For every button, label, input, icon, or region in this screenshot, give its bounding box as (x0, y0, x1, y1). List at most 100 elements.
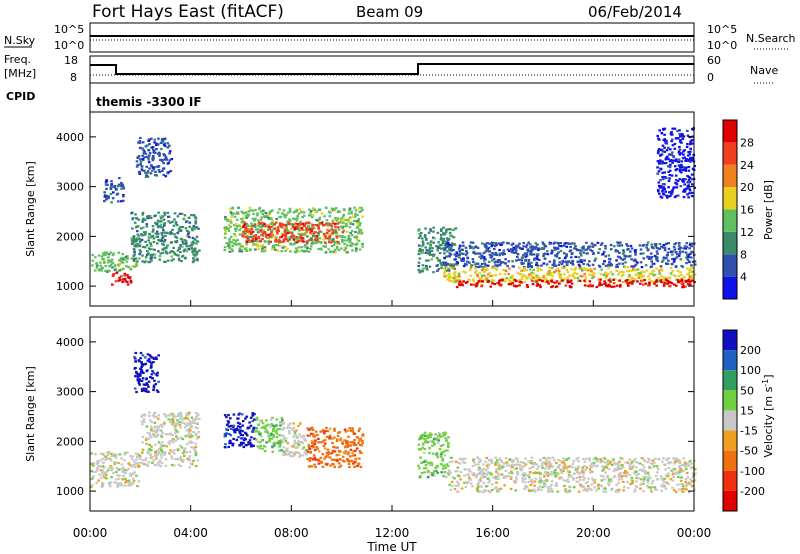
power-cell (685, 145, 689, 149)
power-cell (294, 241, 297, 244)
power-cell (458, 249, 462, 252)
power-cell (234, 222, 238, 225)
velocity-cell (317, 458, 320, 461)
velocity-cell (103, 466, 106, 469)
velocity-cell (263, 445, 266, 448)
velocity-cell (188, 459, 192, 462)
velocity-cell (638, 462, 642, 465)
velocity-cell (288, 430, 291, 433)
power-cell (104, 264, 108, 268)
power-cell (665, 149, 669, 152)
power-cell (617, 273, 620, 276)
power-cell (456, 261, 460, 264)
power-cell (182, 242, 185, 245)
power-cell (111, 266, 114, 269)
power-cell (183, 218, 186, 221)
power-cell (575, 272, 579, 276)
power-cell (309, 231, 312, 234)
power-cell (138, 237, 141, 241)
velocity-cell (197, 436, 200, 439)
velocity-cell (137, 465, 140, 468)
power-cell (681, 135, 685, 138)
velocity-cell (187, 459, 190, 462)
power-cell (254, 228, 258, 231)
velocity-cell (586, 480, 589, 484)
power-cell (281, 222, 284, 226)
velocity-cell (244, 417, 247, 420)
velocity-cell (563, 467, 566, 470)
velocity-cell (684, 478, 688, 481)
power-cell (168, 159, 171, 162)
power-cell (176, 232, 179, 235)
power-cell (147, 261, 150, 264)
power-cell (435, 256, 439, 259)
power-colorbar-label: Power [dB] (762, 180, 775, 240)
velocity-cell (336, 446, 339, 449)
power-cell (108, 269, 111, 273)
power-cell (474, 267, 477, 270)
velocity-cell (315, 458, 318, 461)
power-cell (153, 138, 156, 141)
velocity-cell (186, 457, 189, 460)
power-cell (616, 255, 620, 258)
velocity-cell (298, 455, 301, 458)
power-cell (195, 258, 198, 261)
power-cell (332, 250, 336, 254)
velocity-region-2 (133, 351, 160, 394)
power-cell (245, 240, 249, 243)
velocity-cell (495, 486, 498, 489)
power-cell (630, 265, 633, 268)
power-cell (662, 284, 666, 287)
power-cell (658, 272, 661, 275)
power-cell (158, 239, 161, 242)
velocity-cell (437, 432, 441, 435)
velocity-cell (312, 444, 315, 447)
velocity-cell (314, 430, 318, 433)
power-cell (640, 273, 643, 276)
velocity-cell (126, 451, 129, 454)
velocity-cell (141, 354, 145, 357)
velocity-cell (584, 481, 588, 485)
velocity-cell (441, 457, 445, 461)
power-cell (320, 222, 324, 225)
power-cell (111, 185, 114, 188)
velocity-cell (673, 462, 677, 465)
power-cell (541, 241, 545, 244)
power-cell (498, 252, 501, 255)
power-cell (153, 166, 156, 169)
velocity-cell (651, 485, 654, 489)
velocity-cell (115, 471, 118, 474)
velocity-cell (454, 484, 458, 487)
power-cell (679, 135, 682, 138)
power-cell (627, 284, 630, 287)
power-cell (472, 247, 475, 250)
power-cell (154, 170, 157, 173)
velocity-cell (153, 421, 157, 424)
power-cell (561, 261, 565, 264)
power-cell (512, 265, 515, 268)
power-cell (658, 247, 662, 250)
power-cell (258, 208, 261, 211)
power-cell (146, 144, 149, 147)
power-cell (673, 142, 677, 146)
power-cell (656, 252, 659, 255)
velocity-cell (607, 482, 610, 485)
power-cell (583, 259, 586, 262)
power-cell (533, 258, 536, 261)
power-cell (229, 207, 232, 210)
power-cell (161, 242, 164, 245)
power-cell (523, 252, 527, 255)
power-cell (517, 245, 520, 248)
velocity-cell (244, 444, 248, 447)
power-cell (463, 262, 467, 265)
velocity-cell (125, 479, 128, 483)
power-cell (343, 249, 346, 252)
velocity-cell (113, 462, 116, 465)
velocity-cell (324, 439, 327, 442)
velocity-cell (543, 475, 546, 478)
power-cell (135, 165, 139, 168)
velocity-cell (153, 379, 156, 382)
power-cell (554, 269, 558, 272)
power-cell (682, 150, 685, 153)
frequency-label: Freq. (4, 53, 31, 66)
